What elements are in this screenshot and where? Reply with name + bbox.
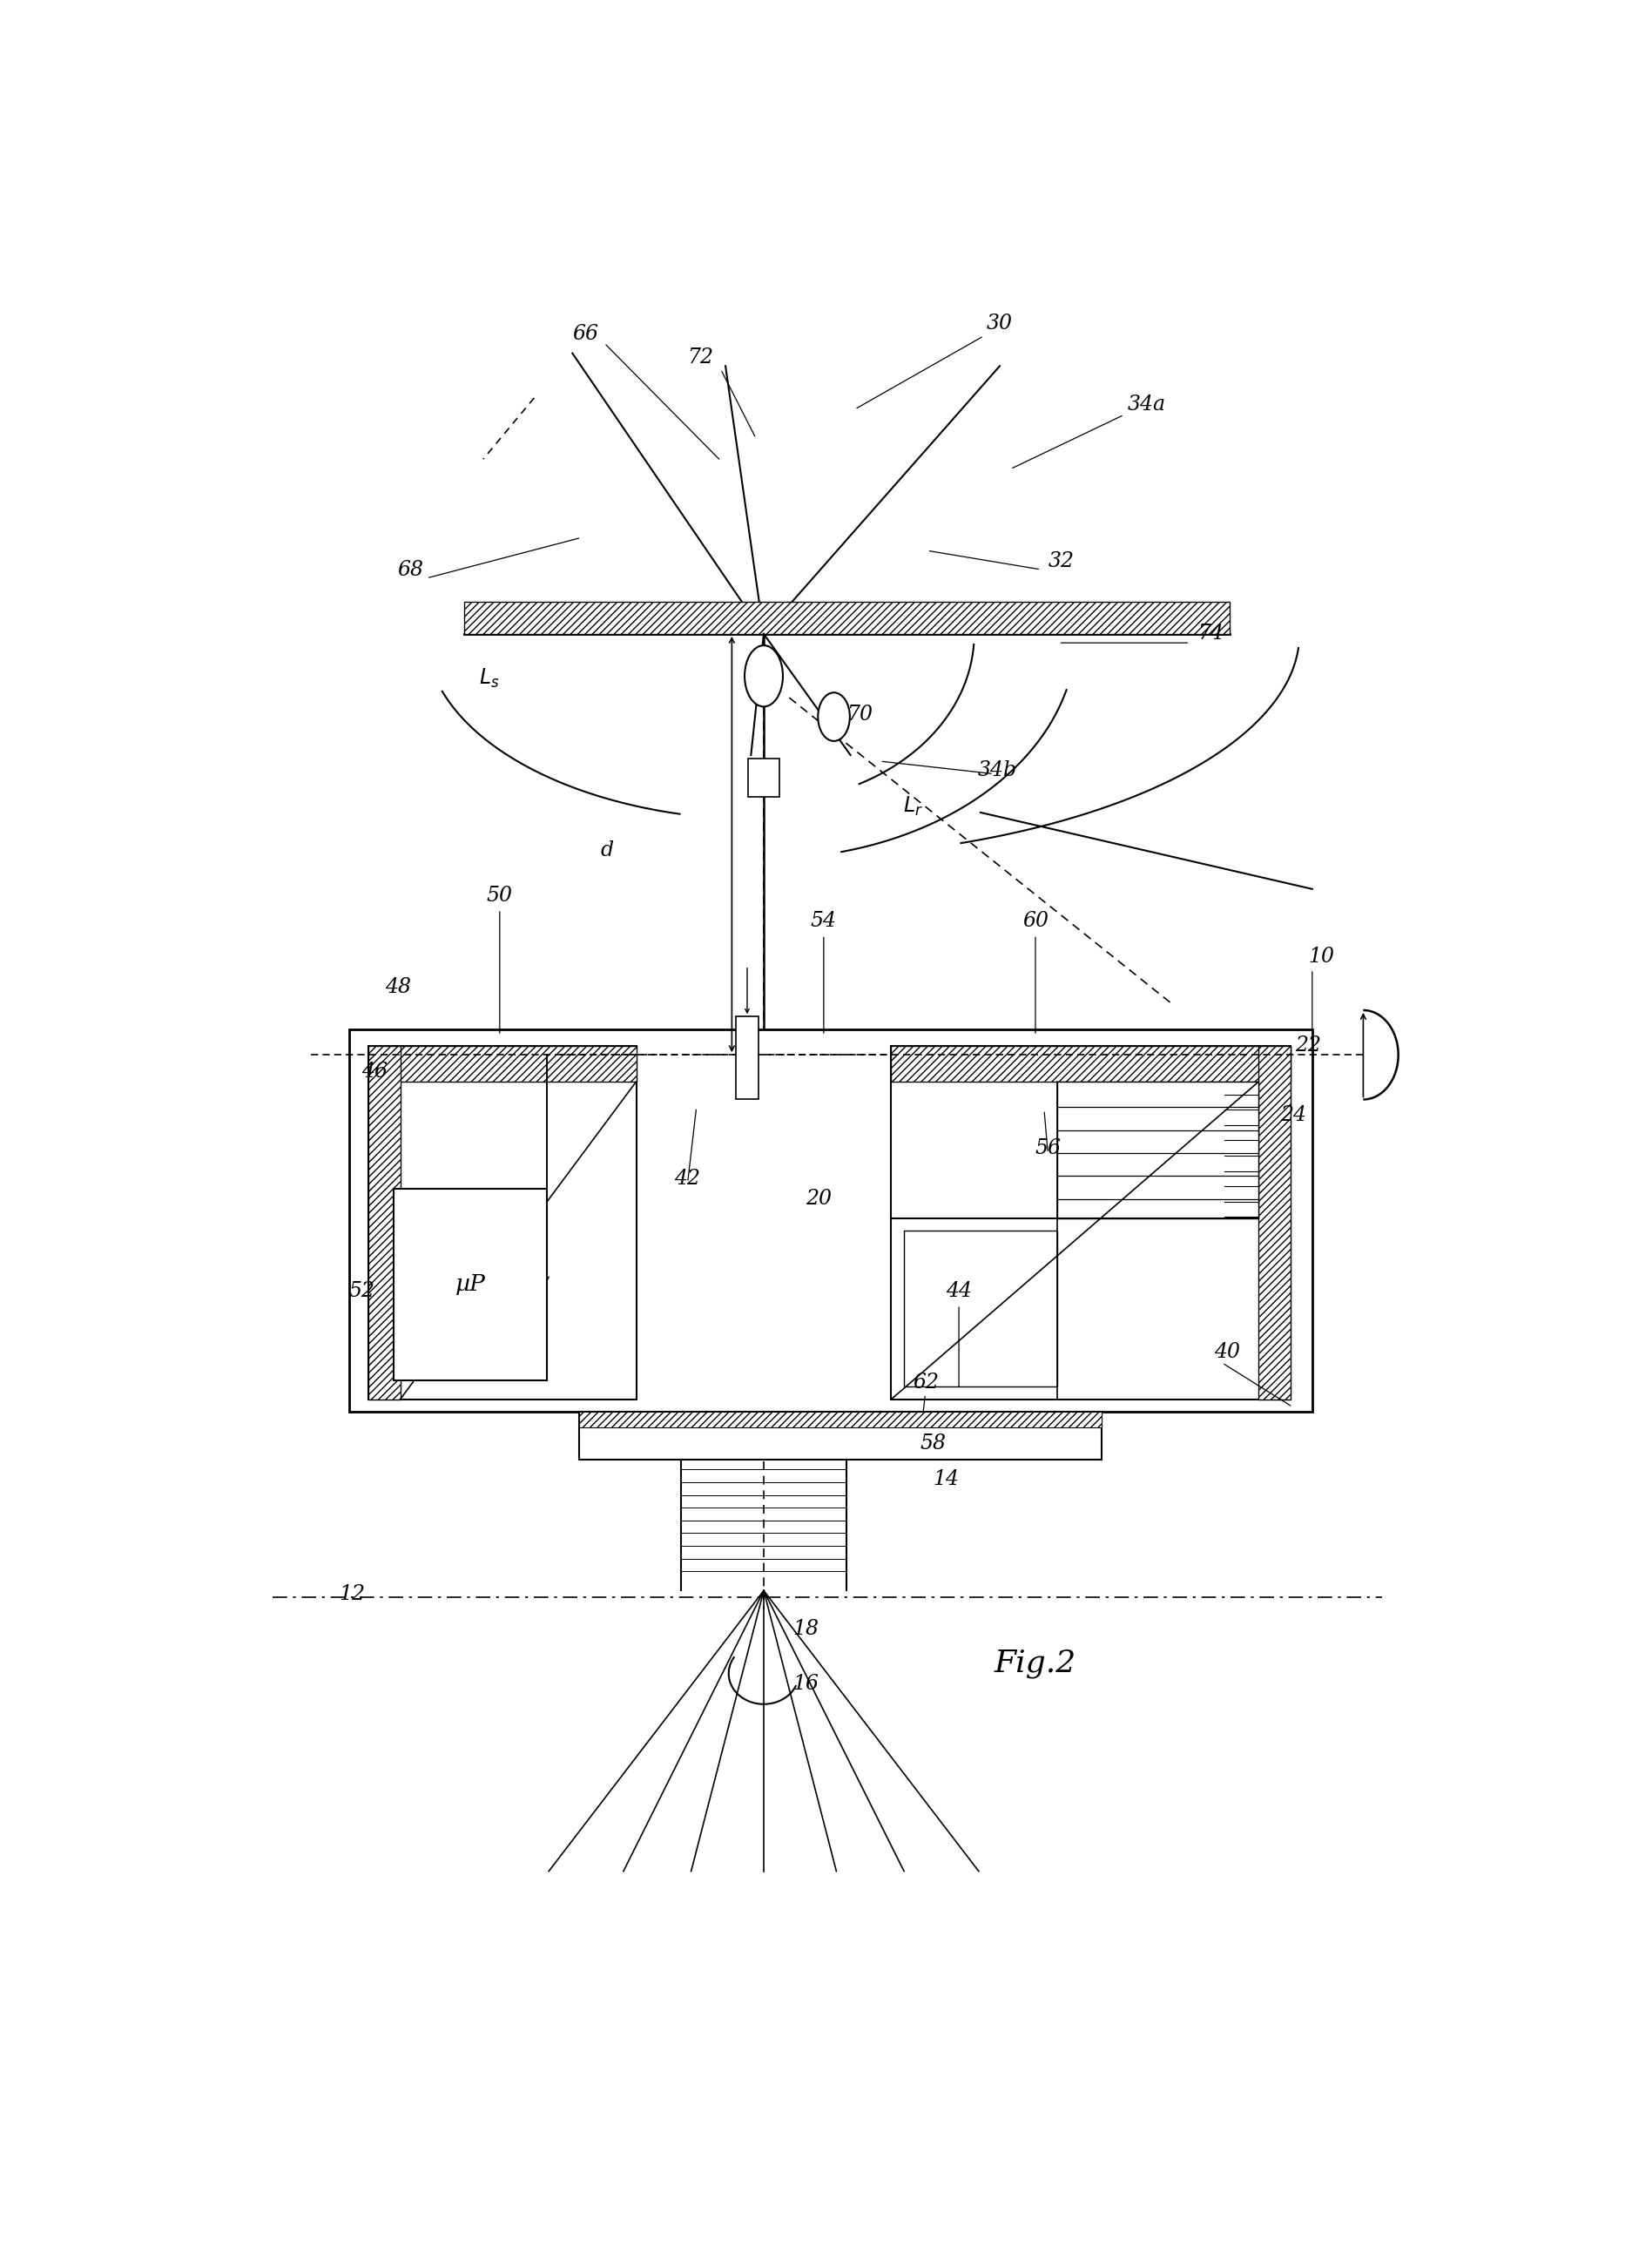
Text: 30: 30 bbox=[986, 313, 1013, 333]
Text: 42: 42 bbox=[674, 1169, 700, 1190]
Text: 34b: 34b bbox=[978, 759, 1018, 780]
Bar bbox=[735, 1016, 758, 1099]
Text: 48: 48 bbox=[385, 978, 411, 998]
Text: 18: 18 bbox=[793, 1620, 819, 1638]
Text: 70: 70 bbox=[846, 705, 872, 723]
Ellipse shape bbox=[745, 644, 783, 707]
Text: 72: 72 bbox=[687, 347, 714, 367]
Text: Fig.2: Fig.2 bbox=[995, 1649, 1077, 1678]
Ellipse shape bbox=[818, 692, 849, 741]
Text: 32: 32 bbox=[1047, 552, 1074, 572]
Text: 58: 58 bbox=[920, 1433, 947, 1453]
Bar bbox=[578, 1413, 1102, 1460]
Text: 14: 14 bbox=[933, 1469, 960, 1489]
Text: 34a: 34a bbox=[1127, 394, 1166, 415]
Bar bbox=[368, 1045, 400, 1399]
Text: 54: 54 bbox=[811, 910, 838, 930]
Text: $L_r$: $L_r$ bbox=[904, 795, 923, 818]
Bar bbox=[368, 1045, 636, 1399]
Text: 52: 52 bbox=[349, 1280, 375, 1300]
Text: 66: 66 bbox=[572, 324, 598, 345]
Text: 50: 50 bbox=[487, 885, 512, 906]
Text: 12: 12 bbox=[339, 1584, 365, 1604]
Text: 68: 68 bbox=[398, 561, 423, 579]
Text: µP: µP bbox=[456, 1273, 486, 1295]
Bar bbox=[892, 1045, 1290, 1399]
Text: 16: 16 bbox=[793, 1674, 819, 1694]
Text: 56: 56 bbox=[1036, 1138, 1061, 1158]
Text: 24: 24 bbox=[1280, 1104, 1307, 1124]
Text: 62: 62 bbox=[912, 1372, 938, 1392]
Bar bbox=[464, 602, 1229, 633]
Bar bbox=[578, 1413, 1102, 1428]
Bar bbox=[748, 759, 780, 798]
Bar bbox=[368, 1045, 636, 1081]
Bar bbox=[1259, 1045, 1290, 1399]
Text: 20: 20 bbox=[806, 1190, 831, 1210]
Text: $L_s$: $L_s$ bbox=[479, 667, 499, 689]
Text: 40: 40 bbox=[1214, 1343, 1239, 1363]
Text: 10: 10 bbox=[1308, 946, 1335, 967]
Text: 46: 46 bbox=[362, 1061, 388, 1081]
Text: d: d bbox=[600, 840, 613, 861]
Text: 22: 22 bbox=[1295, 1036, 1322, 1057]
Bar bbox=[393, 1190, 547, 1381]
Text: 60: 60 bbox=[1023, 910, 1049, 930]
Bar bbox=[349, 1030, 1312, 1413]
Text: 74: 74 bbox=[1198, 624, 1222, 644]
Text: 44: 44 bbox=[947, 1280, 971, 1300]
Bar bbox=[904, 1230, 1057, 1386]
Bar bbox=[892, 1045, 1290, 1081]
Bar bbox=[1057, 1081, 1259, 1219]
